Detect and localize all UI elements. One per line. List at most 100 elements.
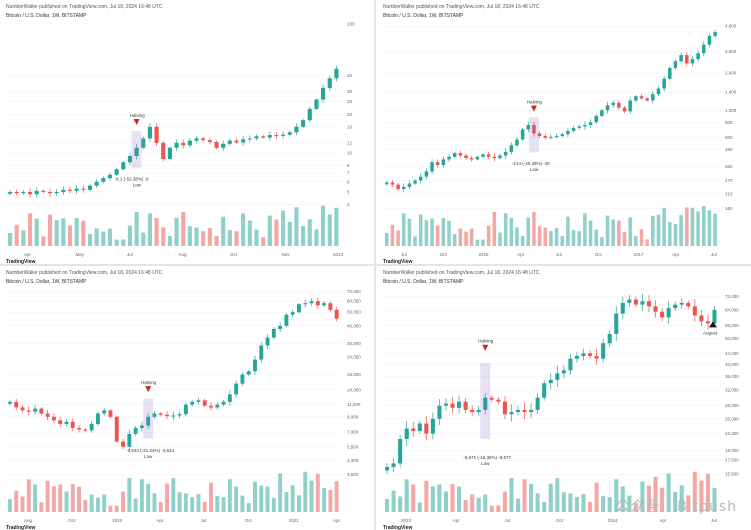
candle-body xyxy=(334,309,339,319)
volume-bar xyxy=(39,502,44,512)
volume-bar xyxy=(622,231,627,246)
candle-body xyxy=(407,183,412,187)
volume-bar xyxy=(568,493,573,512)
x-tick-label: Jul xyxy=(711,252,717,257)
candle-body xyxy=(660,311,665,318)
candle-body xyxy=(588,353,593,356)
candle-body xyxy=(424,423,429,434)
volume-bar xyxy=(8,232,13,246)
volume-bar xyxy=(171,478,176,512)
candle-body xyxy=(194,138,199,141)
candle-body xyxy=(34,190,39,195)
x-tick-label: 2020 xyxy=(112,518,123,523)
drawdown-annotation: -214 (-40.28%) -46 xyxy=(512,161,550,166)
drawdown-range-box xyxy=(528,117,539,153)
candle-body xyxy=(154,126,159,143)
y-tick-label: 160 xyxy=(725,206,733,211)
volume-bar xyxy=(607,497,612,512)
halving-arrow-icon xyxy=(133,119,140,126)
candle-body xyxy=(404,428,409,440)
y-tick-label: 14,000 xyxy=(347,387,361,392)
candle-body xyxy=(515,409,521,413)
candle-body xyxy=(278,325,283,329)
volume-bar xyxy=(108,505,113,512)
volume-bar xyxy=(660,487,665,512)
volume-bar xyxy=(290,485,295,512)
candle-body xyxy=(196,400,201,402)
y-tick-label: 30 xyxy=(347,89,353,94)
volume-bar xyxy=(634,236,638,246)
volume-bar xyxy=(234,231,239,246)
volume-bar xyxy=(404,479,409,512)
chart-header: NumberWaller published on TradingView.co… xyxy=(383,4,540,10)
candle-body xyxy=(161,142,166,160)
volume-bar xyxy=(430,218,434,246)
volume-bar xyxy=(692,471,697,512)
candle-body xyxy=(234,140,239,143)
x-tick-label: 2024 xyxy=(608,518,619,523)
chart-panel-top-left: NumberWaller published on TradingView.co… xyxy=(0,0,373,264)
volume-bar xyxy=(571,230,576,246)
candle-body xyxy=(515,139,519,146)
chart-header: NumberWaller published on TradingView.co… xyxy=(6,270,163,276)
candle-body xyxy=(396,184,400,190)
y-tick-label: 1,400 xyxy=(725,90,737,95)
candle-body xyxy=(401,186,406,190)
volume-bar xyxy=(61,218,66,246)
y-tick-label: 40 xyxy=(347,73,353,78)
candle-body xyxy=(702,44,706,54)
volume-bar xyxy=(441,218,446,246)
volume-bar xyxy=(656,214,661,246)
x-tick-label: Oct xyxy=(556,518,564,523)
august-label: August xyxy=(703,330,718,335)
volume-bar xyxy=(107,228,113,246)
candle-body xyxy=(114,169,119,175)
y-tick-label: 72,000 xyxy=(725,294,739,299)
candle-body xyxy=(247,138,252,140)
volume-bar xyxy=(651,215,655,246)
candle-body xyxy=(486,154,491,157)
candle-body xyxy=(45,413,50,417)
volume-bar xyxy=(390,224,395,246)
candle-body xyxy=(70,421,75,428)
y-tick-label: 50,000 xyxy=(347,310,361,315)
volume-bar xyxy=(114,505,119,512)
volume-bar xyxy=(265,486,270,512)
candle-body xyxy=(398,439,403,464)
candle-body xyxy=(265,337,270,346)
candle-body xyxy=(489,397,494,400)
candle-body xyxy=(611,102,615,106)
x-tick-label: Jul xyxy=(201,518,207,523)
volume-bar xyxy=(702,205,706,246)
volume-bar xyxy=(183,493,188,512)
volume-bar xyxy=(627,495,632,512)
candle-body xyxy=(560,134,565,136)
volume-bar xyxy=(83,499,88,512)
volume-bar xyxy=(639,229,644,246)
candle-body xyxy=(61,189,66,192)
candle-body xyxy=(107,174,113,179)
volume-bar xyxy=(548,483,553,512)
y-tick-label: 30,000 xyxy=(347,341,361,346)
volume-bar xyxy=(398,496,403,512)
candle-body xyxy=(334,68,339,79)
volume-bar xyxy=(483,494,488,512)
volume-bar xyxy=(307,219,312,246)
volume-bar xyxy=(101,231,106,246)
y-tick-label: 8 xyxy=(347,163,350,168)
candle-body xyxy=(102,410,107,414)
candle-body xyxy=(537,133,542,136)
volume-bar xyxy=(529,483,534,512)
candle-body xyxy=(108,410,113,417)
volume-bar xyxy=(271,497,276,512)
volume-bar xyxy=(418,214,423,246)
candle-body xyxy=(475,156,480,160)
y-tick-label: 270 xyxy=(725,178,733,183)
candle-body xyxy=(121,162,126,170)
low-label: Low xyxy=(530,167,539,172)
y-tick-label: 480 xyxy=(725,147,733,152)
drawdown-range-box xyxy=(480,362,491,440)
x-tick-label: Aug xyxy=(24,518,33,523)
candle-body xyxy=(463,401,468,410)
y-tick-label: 3,000 xyxy=(725,49,737,54)
